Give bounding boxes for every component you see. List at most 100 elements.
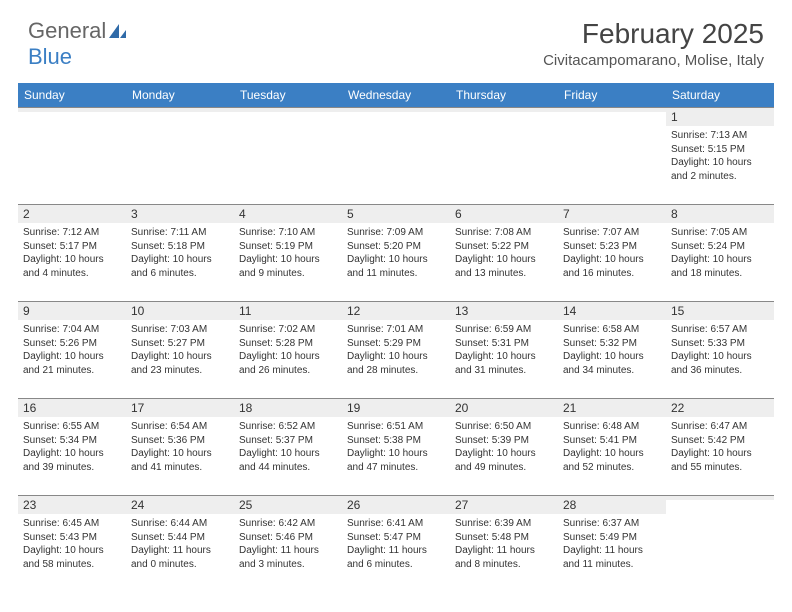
week: 2Sunrise: 7:12 AMSunset: 5:17 PMDaylight… (18, 204, 774, 301)
d1-line: Daylight: 10 hours (671, 350, 769, 364)
sunset-line: Sunset: 5:15 PM (671, 143, 769, 157)
sunrise-line: Sunrise: 6:42 AM (239, 517, 337, 531)
d2-line: and 0 minutes. (131, 558, 229, 572)
sunset-line: Sunset: 5:17 PM (23, 240, 121, 254)
day-number: 23 (18, 496, 126, 514)
day-cell (450, 108, 558, 204)
sunrise-line: Sunrise: 6:50 AM (455, 420, 553, 434)
d2-line: and 6 minutes. (347, 558, 445, 572)
weekday-thursday: Thursday (450, 83, 558, 107)
weekday-header: SundayMondayTuesdayWednesdayThursdayFrid… (18, 83, 774, 107)
day-details (18, 112, 126, 190)
day-cell: 2Sunrise: 7:12 AMSunset: 5:17 PMDaylight… (18, 205, 126, 301)
day-cell: 27Sunrise: 6:39 AMSunset: 5:48 PMDayligh… (450, 496, 558, 592)
d2-line: and 9 minutes. (239, 267, 337, 281)
sunset-line: Sunset: 5:43 PM (23, 531, 121, 545)
sunrise-line: Sunrise: 7:12 AM (23, 226, 121, 240)
week: 16Sunrise: 6:55 AMSunset: 5:34 PMDayligh… (18, 398, 774, 495)
sunrise-line: Sunrise: 6:41 AM (347, 517, 445, 531)
d2-line: and 8 minutes. (455, 558, 553, 572)
day-details: Sunrise: 7:04 AMSunset: 5:26 PMDaylight:… (18, 320, 126, 398)
day-cell: 6 Sunrise: 7:08 AMSunset: 5:22 PMDaylight… (450, 205, 558, 301)
calendar: SundayMondayTuesdayWednesdayThursdayFrid… (18, 83, 774, 592)
d2-line: and 4 minutes. (23, 267, 121, 281)
sunset-line: Sunset: 5:41 PM (563, 434, 661, 448)
day-details: Sunrise: 6:52 AMSunset: 5:37 PMDaylight:… (234, 417, 342, 495)
day-cell (342, 108, 450, 204)
day-details (450, 112, 558, 190)
day-details: Sunrise: 6:42 AMSunset: 5:46 PMDaylight:… (234, 514, 342, 592)
day-cell: 12Sunrise: 7:01 AMSunset: 5:29 PMDayligh… (342, 302, 450, 398)
day-cell: 3Sunrise: 7:11 AMSunset: 5:18 PMDaylight… (126, 205, 234, 301)
day-number: 14 (558, 302, 666, 320)
day-cell: 25Sunrise: 6:42 AMSunset: 5:46 PMDayligh… (234, 496, 342, 592)
day-details: Sunrise: 6:50 AMSunset: 5:39 PMDaylight:… (450, 417, 558, 495)
day-cell: 21Sunrise: 6:48 AMSunset: 5:41 PMDayligh… (558, 399, 666, 495)
day-number: 2 (18, 205, 126, 223)
sunrise-line: Sunrise: 6:59 AM (455, 323, 553, 337)
sunrise-line: Sunrise: 7:10 AM (239, 226, 337, 240)
location: Civitacampomarano, Molise, Italy (543, 52, 764, 69)
sunset-line: Sunset: 5:23 PM (563, 240, 661, 254)
d2-line: and 34 minutes. (563, 364, 661, 378)
day-number: 21 (558, 399, 666, 417)
day-details: Sunrise: 6:59 AMSunset: 5:31 PMDaylight:… (450, 320, 558, 398)
day-cell (234, 108, 342, 204)
d1-line: Daylight: 10 hours (563, 253, 661, 267)
d1-line: Daylight: 10 hours (347, 253, 445, 267)
d1-line: Daylight: 10 hours (239, 253, 337, 267)
week: 9Sunrise: 7:04 AMSunset: 5:26 PMDaylight… (18, 301, 774, 398)
d2-line: and 21 minutes. (23, 364, 121, 378)
day-number: 20 (450, 399, 558, 417)
day-details (342, 112, 450, 190)
d1-line: Daylight: 10 hours (455, 350, 553, 364)
day-details: Sunrise: 7:12 AMSunset: 5:17 PMDaylight:… (18, 223, 126, 301)
day-cell: 14Sunrise: 6:58 AMSunset: 5:32 PMDayligh… (558, 302, 666, 398)
d2-line: and 6 minutes. (131, 267, 229, 281)
day-number: 3 (126, 205, 234, 223)
sunrise-line: Sunrise: 6:37 AM (563, 517, 661, 531)
day-details: Sunrise: 7:05 AMSunset: 5:24 PMDaylight:… (666, 223, 774, 301)
day-details: Sunrise: 6:44 AMSunset: 5:44 PMDaylight:… (126, 514, 234, 592)
d2-line: and 2 minutes. (671, 170, 769, 184)
sunset-line: Sunset: 5:47 PM (347, 531, 445, 545)
d1-line: Daylight: 10 hours (23, 350, 121, 364)
day-details: Sunrise: 6:55 AMSunset: 5:34 PMDaylight:… (18, 417, 126, 495)
sunrise-line: Sunrise: 7:11 AM (131, 226, 229, 240)
day-details: Sunrise: 7:13 AMSunset: 5:15 PMDaylight:… (666, 126, 774, 204)
day-details (234, 112, 342, 190)
sunset-line: Sunset: 5:46 PM (239, 531, 337, 545)
day-number: 19 (342, 399, 450, 417)
day-number: 7 (558, 205, 666, 223)
sunrise-line: Sunrise: 7:08 AM (455, 226, 553, 240)
sunrise-line: Sunrise: 7:09 AM (347, 226, 445, 240)
sunset-line: Sunset: 5:27 PM (131, 337, 229, 351)
day-cell: 8Sunrise: 7:05 AMSunset: 5:24 PMDaylight… (666, 205, 774, 301)
day-cell: 1Sunrise: 7:13 AMSunset: 5:15 PMDaylight… (666, 108, 774, 204)
sunrise-line: Sunrise: 6:45 AM (23, 517, 121, 531)
weekday-tuesday: Tuesday (234, 83, 342, 107)
day-cell (558, 108, 666, 204)
sunset-line: Sunset: 5:37 PM (239, 434, 337, 448)
logo-sail-icon (107, 22, 127, 40)
weekday-wednesday: Wednesday (342, 83, 450, 107)
day-cell: 17Sunrise: 6:54 AMSunset: 5:36 PMDayligh… (126, 399, 234, 495)
day-cell: 5Sunrise: 7:09 AMSunset: 5:20 PMDaylight… (342, 205, 450, 301)
day-details: Sunrise: 6:48 AMSunset: 5:41 PMDaylight:… (558, 417, 666, 495)
day-number: 6 (450, 205, 558, 223)
d1-line: Daylight: 10 hours (131, 447, 229, 461)
day-details (666, 500, 774, 578)
day-number: 15 (666, 302, 774, 320)
day-number: 16 (18, 399, 126, 417)
sunset-line: Sunset: 5:22 PM (455, 240, 553, 254)
sunrise-line: Sunrise: 6:44 AM (131, 517, 229, 531)
day-number: 17 (126, 399, 234, 417)
day-details: Sunrise: 7:10 AMSunset: 5:19 PMDaylight:… (234, 223, 342, 301)
d1-line: Daylight: 10 hours (455, 253, 553, 267)
day-number: 5 (342, 205, 450, 223)
month-title: February 2025 (543, 18, 764, 50)
weekday-monday: Monday (126, 83, 234, 107)
header: General February 2025 Civitacampomarano,… (0, 0, 792, 75)
d2-line: and 26 minutes. (239, 364, 337, 378)
day-cell: 15Sunrise: 6:57 AMSunset: 5:33 PMDayligh… (666, 302, 774, 398)
